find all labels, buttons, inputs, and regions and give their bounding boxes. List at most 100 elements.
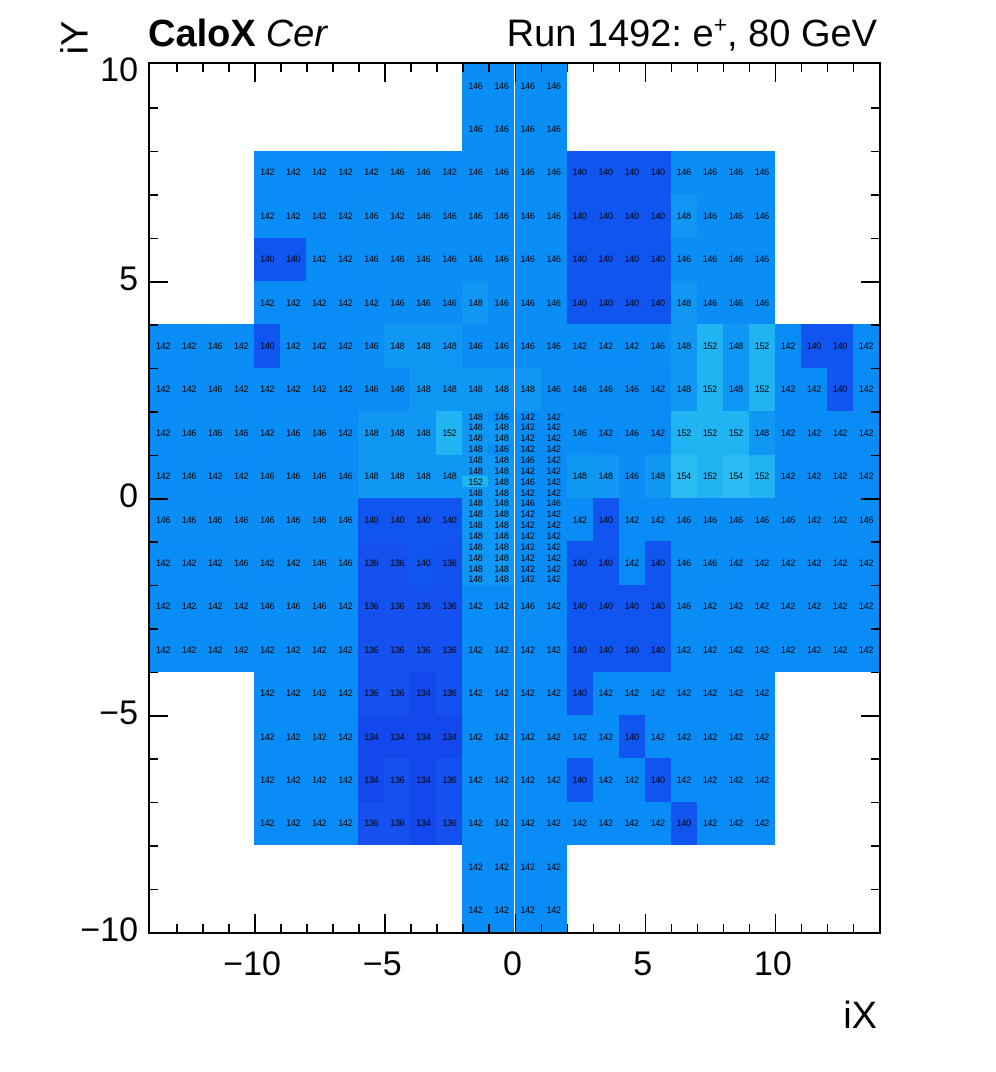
cell-value: 142 [546,644,561,655]
cell-value: 146 [702,558,717,569]
axis-tick [150,715,168,717]
cell-value: 140 [572,254,587,265]
cell-value: 146 [520,124,535,135]
cell-value: 140 [598,601,613,612]
cell-value: 152 [702,384,717,395]
cell-value: 142 [155,427,171,438]
axis-tick [722,924,725,932]
heatmap-cell: 136 [358,584,385,629]
heatmap-cell: 142 [696,715,723,759]
cell-value: 136 [442,558,457,569]
axis-tick [871,194,879,196]
heatmap-cell: 146 [410,150,437,195]
cell-value: 142 [468,688,483,699]
cell-value: 146 [208,427,223,438]
cell-value: 142 [312,644,327,655]
cell-value: 140 [650,210,665,221]
cell-value: 146 [260,514,275,525]
cell-value: 148 [494,455,509,466]
axis-tick [644,914,647,932]
cell-value: 142 [520,861,535,872]
heatmap-cell: 146 [540,107,567,151]
cell-value: 142 [312,818,327,829]
heatmap-cell: 148 [384,324,411,368]
cell-value: 142 [546,422,561,433]
cell-value: 148 [468,552,483,563]
cell-value: 142 [286,210,301,221]
heatmap-cell: 152 [748,454,775,498]
cell-value: 142 [754,601,769,612]
heatmap-cell: 140 [592,281,619,325]
cell-value: 146 [286,471,301,482]
heatmap-cell: 142 [592,411,619,455]
axis-tick [871,150,879,153]
cell-value: 134 [442,731,457,742]
cell-value: 136 [390,644,405,655]
cell-value: 142 [468,861,483,872]
cell-value: 142 [728,688,743,699]
cell-value: 142 [676,775,691,786]
heatmap-cell: 148 [670,367,697,412]
cell-value: 146 [520,601,535,612]
heatmap-cell: 148 [384,411,411,455]
heatmap-cell: 142 [540,845,567,889]
heatmap-cell: 154 [670,454,697,498]
heatmap-cell: 148 [670,281,697,325]
cell-value: 146 [624,384,639,395]
heatmap-cell: 140 [644,758,671,802]
cell-value: 142 [520,520,535,531]
cell-value: 142 [546,818,561,829]
heatmap-cell: 146 [488,64,515,108]
heatmap-cell: 142 [280,671,307,715]
heatmap-cell: 136 [358,628,385,672]
cell-value: 146 [208,514,223,525]
cell-value: 142 [520,433,535,444]
y-tick-label: 10 [100,51,138,89]
cell-value: 146 [234,558,249,569]
y-tick-label: 0 [119,477,138,515]
cell-value: 142 [780,427,795,438]
heatmap-cell: 142 [306,237,333,281]
heatmap-cell: 148 [566,454,593,498]
cell-value: 142 [754,688,769,699]
heatmap-cell: 146 [540,324,567,368]
heatmap-cell: 142 [696,801,723,846]
heatmap-cell: 152 [670,411,697,455]
heatmap-cell: 140 [644,628,671,672]
cell-value: 146 [181,471,197,482]
cell-value: 142 [312,731,327,742]
cell-value: 142 [546,541,561,552]
fine-heatmap-cell: 142 [540,432,567,444]
cell-value: 146 [494,411,509,422]
cell-value: 146 [364,210,379,221]
axis-tick [514,914,516,932]
heatmap-cell: 152 [436,411,463,455]
heatmap-cell: 146 [696,237,723,281]
axis-tick [150,454,158,457]
heatmap-cell: 140 [618,281,645,325]
cell-value: 142 [806,427,821,438]
cell-value: 148 [416,471,431,482]
heatmap-cell: 140 [644,281,671,325]
heatmap-cell: 146 [488,194,515,238]
heatmap-cell: 146 [280,411,307,455]
heatmap-cell: 142 [670,758,697,802]
heatmap-cell: 146 [540,237,567,281]
axis-tick [176,64,178,72]
heatmap-cell: 146 [280,498,307,542]
cell-value: 140 [624,644,639,655]
cell-value: 142 [208,644,223,655]
heatmap-cell: 142 [852,628,879,672]
fine-heatmap-cell: 152 [462,476,489,488]
cell-value: 142 [728,775,743,786]
fine-heatmap-cell: 142 [540,530,567,542]
axis-tick [488,64,490,72]
cell-value: 136 [364,688,379,699]
axis-tick [540,64,543,72]
cell-value: 142 [338,731,353,742]
cell-value: 142 [780,384,795,395]
cell-value: 136 [364,644,379,655]
fine-heatmap-cell: 142 [514,519,541,531]
cell-value: 142 [702,818,717,829]
heatmap-cell: 146 [722,194,749,238]
